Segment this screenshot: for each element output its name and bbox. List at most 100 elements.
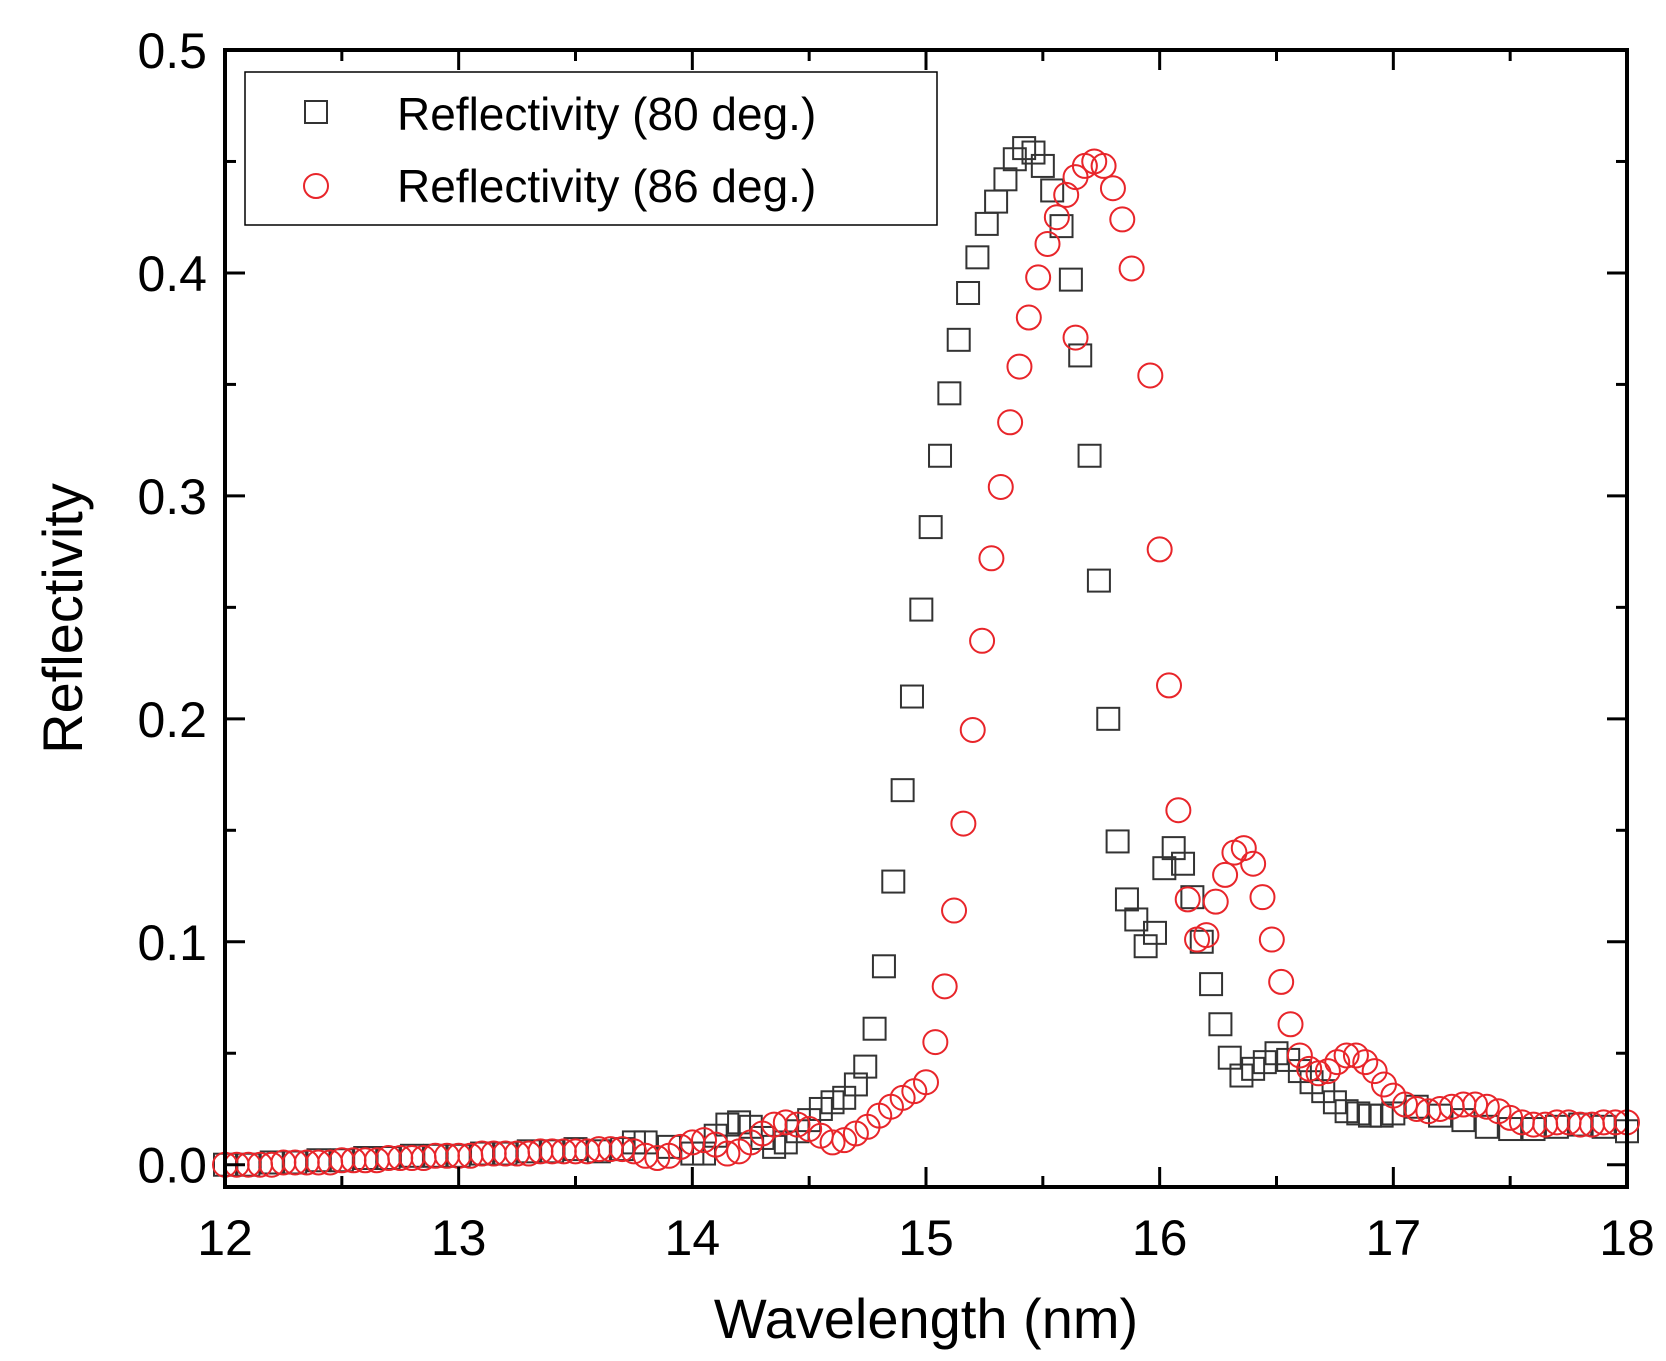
data-point-circle [1156,672,1183,699]
data-point-circle [978,545,1005,572]
data-point-circle [941,897,968,924]
x-axis-title: Wavelength (nm) [714,1287,1138,1350]
data-point-circle [1361,1058,1388,1085]
data-point-square [937,381,962,406]
y-tick-label: 0.4 [137,246,207,302]
data-point-circle [1392,1091,1419,1118]
data-point-square [1171,851,1196,876]
data-point-circle [1165,797,1192,824]
data-point-circle [1268,968,1295,995]
data-point-circle [1193,922,1220,949]
data-point-circle [969,627,996,654]
legend-label-80-deg: Reflectivity (80 deg.) [397,88,816,140]
data-point-circle [1146,536,1173,563]
x-tick-label: 17 [1366,1210,1422,1266]
data-point-square [909,597,934,622]
data-point-square [1152,856,1177,881]
y-tick-label: 0.1 [137,915,207,971]
x-tick-label: 12 [197,1210,253,1266]
data-point-square [1180,885,1205,910]
data-point-circle [1025,264,1052,291]
data-point-circle [1258,926,1285,953]
data-point-square [853,1054,878,1079]
data-point-circle [1240,850,1267,877]
data-point-square [1058,267,1083,292]
data-point-square [956,281,981,306]
data-point-square [1124,907,1149,932]
data-point-circle [1314,1058,1341,1085]
data-point-circle [1277,1011,1304,1038]
data-point-square [890,778,915,803]
data-point-circle [819,1129,846,1156]
x-tick-label: 14 [665,1210,721,1266]
data-point-square [918,515,943,540]
x-tick-label: 15 [898,1210,954,1266]
data-point-circle [1473,1093,1500,1120]
data-point-square [843,1072,868,1097]
data-point-square [1208,1012,1233,1037]
x-tick-label: 13 [431,1210,487,1266]
data-point-square [1096,706,1121,731]
y-tick-label: 0.3 [137,469,207,525]
data-point-circle [1090,152,1117,179]
data-point-circle [667,1133,694,1160]
data-point-circle [959,716,986,743]
data-point-circle [1333,1042,1360,1069]
data-point-circle [1462,1091,1489,1118]
data-point-circle [1062,324,1089,351]
data-point-circle [997,409,1024,436]
data-point-circle [691,1127,718,1154]
data-point-circle [1099,175,1126,202]
data-point-circle [1352,1049,1379,1076]
data-point-square [1021,140,1046,165]
data-point-circle [1305,1060,1332,1087]
ticks-layer: 12 13 14 15 16 17 18 0.0 0.1 0.2 0.3 0.4 0.5 [137,23,1654,1266]
data-point-circle [931,973,958,1000]
data-point-circle [1497,1104,1524,1131]
data-point-square [899,684,924,709]
data-point-square [871,954,896,979]
x-tick-label: 16 [1132,1210,1188,1266]
data-point-square [1040,178,1065,203]
data-point-circle [1342,1042,1369,1069]
data-point-square [1049,214,1074,239]
data-point-circle [1043,204,1070,231]
data-point-square [862,1016,887,1041]
data-point-square [928,443,953,468]
data-point-square [1086,568,1111,593]
data-point-circle [609,1136,636,1163]
data-point-square [881,869,906,894]
data-point-circle [922,1029,949,1056]
data-point-circle [1212,861,1239,888]
data-point-circle [913,1069,939,1096]
data-point-circle [1118,255,1145,282]
data-point-circle [1174,886,1201,913]
data-point-square [1114,887,1139,912]
legend-box [244,71,938,226]
data-point-circle [1230,835,1257,862]
legend: Reflectivity (80 deg.) Reflectivity (86 … [244,71,938,226]
data-point-circle [1053,181,1080,208]
data-point-circle [1109,206,1136,233]
legend-label-86-deg: Reflectivity (86 deg.) [397,160,816,212]
data-point-circle [987,473,1014,500]
data-point-square [1077,443,1102,468]
data-point-circle [1202,888,1229,915]
data-point-circle [772,1109,799,1136]
data-point-square [1068,343,1093,368]
data-point-circle [1015,304,1042,331]
data-point-circle [620,1138,647,1165]
data-point-circle [1249,884,1276,911]
y-tick-label: 0.0 [137,1138,207,1194]
data-point-circle [1137,362,1164,389]
data-point-square [946,327,971,352]
data-point-square [1030,153,1055,178]
data-point-square [1105,829,1130,854]
legend-marker-circle [303,173,329,199]
data-point-square [1133,934,1158,959]
data-point-circle [1286,1042,1313,1069]
data-point-circle [1034,230,1061,257]
x-tick-label: 18 [1599,1210,1655,1266]
